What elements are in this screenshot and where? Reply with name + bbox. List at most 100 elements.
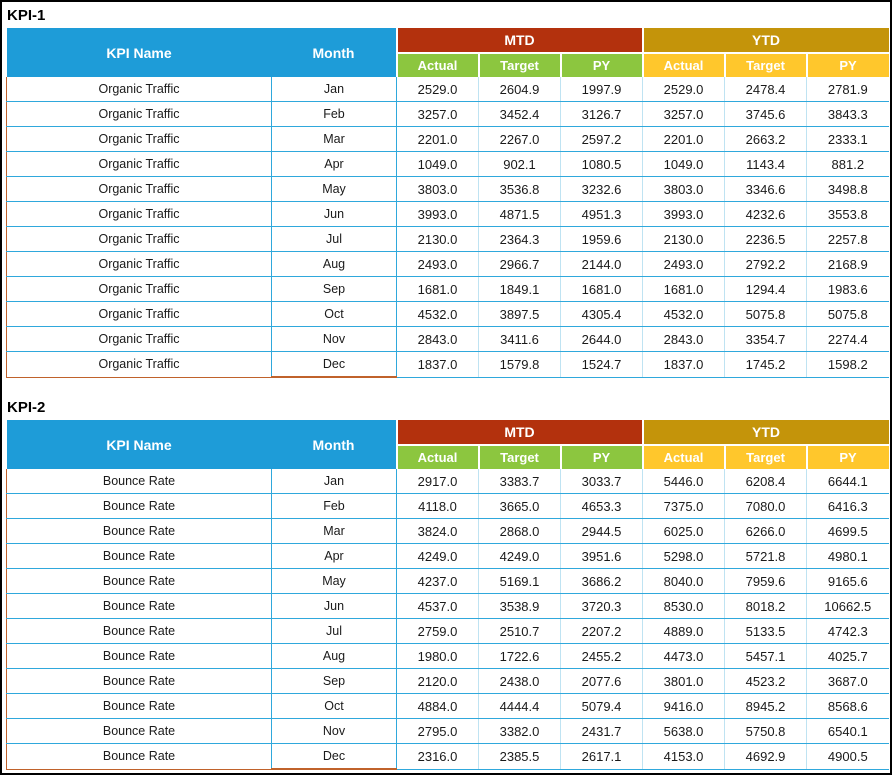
mtd-target-header[interactable]: Target [477, 445, 561, 469]
mtd-actual-header[interactable]: Actual [395, 53, 479, 77]
kpi-name-header[interactable]: KPI Name [6, 420, 272, 469]
ytd-py-cell[interactable]: 3843.3 [806, 101, 889, 127]
ytd-py-cell[interactable]: 1598.2 [806, 351, 889, 378]
mtd-py-cell[interactable]: 2617.1 [560, 743, 644, 770]
ytd-target-cell[interactable]: 2663.2 [724, 126, 808, 152]
mtd-actual-cell[interactable]: 2917.0 [396, 469, 479, 494]
month-cell[interactable]: Apr [271, 151, 397, 177]
mtd-group-header[interactable]: MTD [395, 28, 643, 54]
ytd-py-cell[interactable]: 6644.1 [806, 469, 889, 494]
kpi-name-cell[interactable]: Organic Traffic [6, 77, 272, 102]
mtd-py-cell[interactable]: 4653.3 [560, 493, 644, 519]
kpi-name-cell[interactable]: Bounce Rate [6, 693, 272, 719]
ytd-target-cell[interactable]: 3354.7 [724, 326, 808, 352]
mtd-target-cell[interactable]: 3538.9 [478, 593, 561, 619]
ytd-py-cell[interactable]: 6540.1 [806, 718, 889, 744]
ytd-target-cell[interactable]: 8945.2 [724, 693, 808, 719]
ytd-actual-cell[interactable]: 4889.0 [642, 618, 726, 644]
mtd-target-cell[interactable]: 3411.6 [478, 326, 561, 352]
month-cell[interactable]: Jan [271, 77, 397, 102]
mtd-py-cell[interactable]: 3951.6 [560, 543, 644, 569]
mtd-target-cell[interactable]: 1722.6 [478, 643, 561, 669]
mtd-actual-cell[interactable]: 3824.0 [396, 518, 479, 544]
kpi-name-cell[interactable]: Organic Traffic [6, 201, 272, 227]
month-cell[interactable]: Jun [271, 593, 397, 619]
ytd-target-cell[interactable]: 2478.4 [724, 77, 808, 102]
mtd-target-cell[interactable]: 2868.0 [478, 518, 561, 544]
ytd-py-cell[interactable]: 2257.8 [806, 226, 889, 252]
mtd-py-cell[interactable]: 3686.2 [560, 568, 644, 594]
mtd-actual-cell[interactable]: 4118.0 [396, 493, 479, 519]
ytd-target-cell[interactable]: 5133.5 [724, 618, 808, 644]
month-cell[interactable]: Aug [271, 643, 397, 669]
kpi-name-cell[interactable]: Bounce Rate [6, 593, 272, 619]
ytd-py-cell[interactable]: 2333.1 [806, 126, 889, 152]
mtd-target-cell[interactable]: 2385.5 [478, 743, 561, 770]
ytd-actual-cell[interactable]: 1049.0 [642, 151, 726, 177]
month-cell[interactable]: Aug [271, 251, 397, 277]
ytd-target-cell[interactable]: 6208.4 [724, 469, 808, 494]
mtd-target-cell[interactable]: 2604.9 [478, 77, 561, 102]
mtd-actual-cell[interactable]: 1681.0 [396, 276, 479, 302]
kpi-name-cell[interactable]: Organic Traffic [6, 326, 272, 352]
ytd-target-cell[interactable]: 2792.2 [724, 251, 808, 277]
month-cell[interactable]: May [271, 568, 397, 594]
mtd-actual-header[interactable]: Actual [395, 445, 479, 469]
ytd-py-cell[interactable]: 2781.9 [806, 77, 889, 102]
ytd-target-cell[interactable]: 3346.6 [724, 176, 808, 202]
month-cell[interactable]: Jan [271, 469, 397, 494]
ytd-target-cell[interactable]: 1745.2 [724, 351, 808, 378]
mtd-py-cell[interactable]: 3720.3 [560, 593, 644, 619]
mtd-py-header[interactable]: PY [559, 445, 643, 469]
ytd-group-header[interactable]: YTD [641, 420, 889, 446]
ytd-actual-cell[interactable]: 4473.0 [642, 643, 726, 669]
month-header[interactable]: Month [271, 28, 397, 77]
mtd-py-cell[interactable]: 2644.0 [560, 326, 644, 352]
ytd-actual-cell[interactable]: 5298.0 [642, 543, 726, 569]
ytd-actual-cell[interactable]: 5638.0 [642, 718, 726, 744]
ytd-actual-header[interactable]: Actual [641, 445, 725, 469]
mtd-py-cell[interactable]: 2431.7 [560, 718, 644, 744]
ytd-py-cell[interactable]: 2274.4 [806, 326, 889, 352]
ytd-actual-cell[interactable]: 2130.0 [642, 226, 726, 252]
mtd-actual-cell[interactable]: 3993.0 [396, 201, 479, 227]
mtd-target-cell[interactable]: 3383.7 [478, 469, 561, 494]
month-cell[interactable]: Apr [271, 543, 397, 569]
mtd-py-cell[interactable]: 1080.5 [560, 151, 644, 177]
kpi-name-cell[interactable]: Organic Traffic [6, 101, 272, 127]
kpi-name-cell[interactable]: Organic Traffic [6, 151, 272, 177]
ytd-py-cell[interactable]: 3498.8 [806, 176, 889, 202]
kpi-name-cell[interactable]: Bounce Rate [6, 493, 272, 519]
mtd-target-cell[interactable]: 4871.5 [478, 201, 561, 227]
ytd-target-cell[interactable]: 5750.8 [724, 718, 808, 744]
ytd-target-cell[interactable]: 6266.0 [724, 518, 808, 544]
ytd-py-cell[interactable]: 4742.3 [806, 618, 889, 644]
month-cell[interactable]: Sep [271, 276, 397, 302]
ytd-target-cell[interactable]: 5457.1 [724, 643, 808, 669]
ytd-actual-cell[interactable]: 2529.0 [642, 77, 726, 102]
mtd-target-cell[interactable]: 4444.4 [478, 693, 561, 719]
mtd-actual-cell[interactable]: 1837.0 [396, 351, 479, 378]
mtd-target-cell[interactable]: 4249.0 [478, 543, 561, 569]
ytd-py-cell[interactable]: 10662.5 [806, 593, 889, 619]
kpi-name-cell[interactable]: Bounce Rate [6, 518, 272, 544]
ytd-actual-cell[interactable]: 7375.0 [642, 493, 726, 519]
ytd-actual-cell[interactable]: 2201.0 [642, 126, 726, 152]
mtd-actual-cell[interactable]: 3257.0 [396, 101, 479, 127]
month-cell[interactable]: Jul [271, 618, 397, 644]
mtd-py-cell[interactable]: 2944.5 [560, 518, 644, 544]
ytd-target-cell[interactable]: 4692.9 [724, 743, 808, 770]
mtd-actual-cell[interactable]: 4537.0 [396, 593, 479, 619]
ytd-actual-cell[interactable]: 3257.0 [642, 101, 726, 127]
mtd-target-cell[interactable]: 2438.0 [478, 668, 561, 694]
ytd-target-cell[interactable]: 2236.5 [724, 226, 808, 252]
ytd-actual-cell[interactable]: 3993.0 [642, 201, 726, 227]
mtd-py-cell[interactable]: 2455.2 [560, 643, 644, 669]
month-header[interactable]: Month [271, 420, 397, 469]
ytd-actual-cell[interactable]: 8040.0 [642, 568, 726, 594]
ytd-actual-cell[interactable]: 2493.0 [642, 251, 726, 277]
kpi-name-cell[interactable]: Organic Traffic [6, 276, 272, 302]
mtd-target-cell[interactable]: 2966.7 [478, 251, 561, 277]
month-cell[interactable]: Jun [271, 201, 397, 227]
mtd-py-cell[interactable]: 3033.7 [560, 469, 644, 494]
